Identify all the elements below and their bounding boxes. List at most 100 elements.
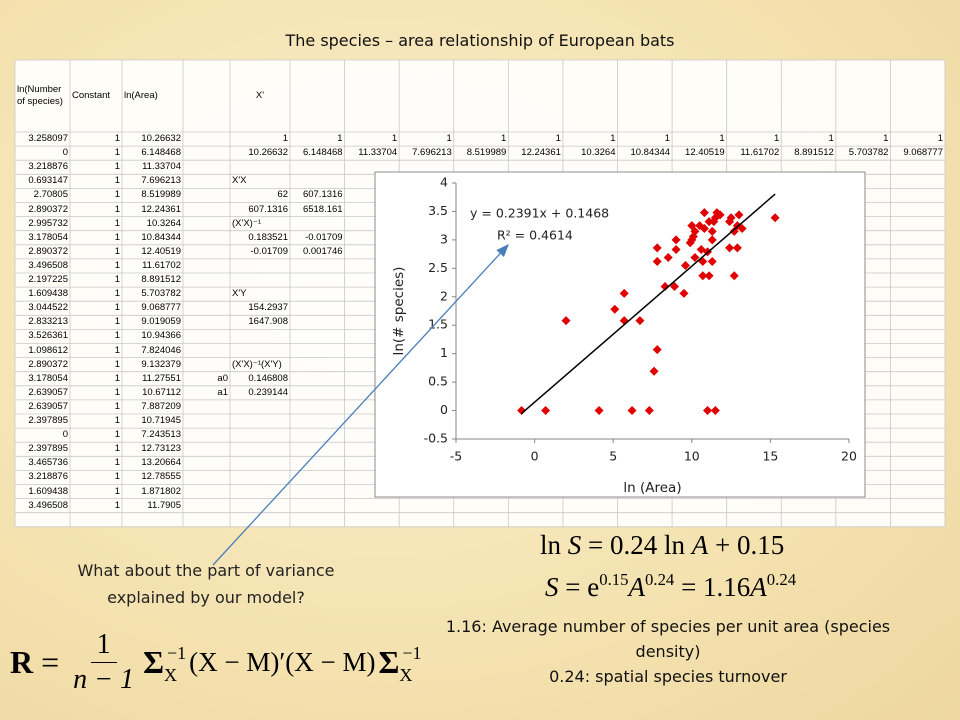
- point: [670, 282, 680, 292]
- cell: 62: [277, 189, 288, 201]
- cell: 1: [828, 133, 834, 144]
- eq-part: = e: [565, 571, 600, 602]
- cell: 1: [114, 302, 120, 314]
- cell: 10.26632: [141, 133, 181, 144]
- cell: 10.3264: [146, 217, 181, 229]
- cell: 1: [114, 259, 120, 271]
- cell: 9.132379: [141, 358, 181, 370]
- cell: 5.703782: [141, 288, 181, 300]
- point: [707, 226, 717, 236]
- cell: 13.20664: [141, 457, 181, 469]
- cell: 607.1316: [248, 203, 288, 215]
- cell: X'X: [232, 175, 247, 187]
- cell: 3.178054: [28, 231, 68, 243]
- cell: 607.1316: [302, 189, 343, 201]
- cell: 1: [114, 443, 120, 455]
- cell: 8.519989: [141, 189, 181, 201]
- point: [704, 271, 714, 281]
- cell: 0: [62, 147, 68, 159]
- cell: 10.3264: [581, 147, 616, 159]
- cell: 1: [114, 147, 120, 159]
- cell: 3.258097: [28, 133, 68, 144]
- point: [725, 243, 735, 253]
- cell: 3.465736: [28, 457, 68, 469]
- cell: 2.890372: [28, 203, 68, 215]
- eq-part: X: [399, 665, 413, 685]
- cell: 1: [114, 203, 120, 215]
- cell: (X'X)⁻¹(X'Y): [232, 358, 282, 370]
- cell: 11.61702: [740, 147, 780, 159]
- point: [707, 235, 717, 245]
- x-tick-label: 0: [531, 449, 539, 464]
- point: [635, 316, 645, 326]
- x-axis-label: ln (Area): [623, 480, 681, 496]
- point: [732, 243, 742, 253]
- cell: 1: [446, 133, 452, 144]
- cell: 1: [114, 330, 120, 342]
- eq-part: A: [750, 571, 767, 602]
- cell: 2.995732: [28, 217, 68, 229]
- trend-equation: y = 0.2391x + 0.1468: [470, 206, 609, 221]
- cell: -0.01709: [305, 231, 343, 243]
- point: [663, 253, 673, 263]
- fraction: 1 n − 1: [73, 628, 134, 697]
- cell: 0.239144: [248, 386, 288, 398]
- point: [704, 217, 714, 227]
- point: [715, 210, 725, 220]
- cell: 11.27551: [142, 372, 181, 384]
- cell: 1.871802: [141, 485, 181, 497]
- cell: 1: [114, 189, 120, 201]
- eq-part: −1: [402, 643, 422, 663]
- header-cell: ln(Area): [124, 90, 158, 101]
- equation-log: ln S = 0.24 ln A + 0.15: [540, 530, 784, 561]
- point: [610, 304, 620, 314]
- y-tick-label: -0.5: [424, 431, 448, 446]
- cell: 7.824046: [141, 344, 181, 356]
- note: 1.16: Average number of species per unit…: [445, 617, 891, 661]
- eq-part: 1: [90, 628, 117, 663]
- cell: 12.24361: [141, 203, 181, 215]
- cell: 1: [114, 231, 120, 243]
- cell: 1.609438: [28, 288, 68, 300]
- x-tick-label: 20: [841, 449, 857, 464]
- point: [679, 288, 689, 298]
- y-tick-label: 0: [440, 402, 448, 417]
- cell: 2.639057: [28, 400, 68, 412]
- cell: 1: [114, 344, 120, 356]
- eq-part: ln: [540, 530, 562, 560]
- point: [698, 271, 708, 281]
- cell: 11.7905: [147, 499, 181, 511]
- cell: 8.891512: [141, 274, 181, 285]
- y-tick-label: 2.5: [428, 260, 448, 275]
- cell: 9.019059: [141, 316, 181, 328]
- y-tick-label: 3.5: [428, 203, 448, 218]
- cell: 1647.908: [248, 316, 288, 328]
- cell: 12.40519: [685, 147, 725, 159]
- cell: a0: [217, 372, 228, 384]
- cell: 1: [114, 471, 120, 483]
- cell: 7.696213: [412, 147, 452, 159]
- note: 0.24: spatial species turnover: [549, 667, 787, 686]
- cell: 12.73123: [141, 443, 181, 455]
- eq-part: Σ: [378, 644, 400, 680]
- y-tick-label: 1.5: [428, 317, 448, 332]
- point: [561, 316, 571, 326]
- cell: 3.218876: [28, 161, 68, 173]
- cell: 1: [114, 415, 120, 426]
- cell: 12.24361: [521, 147, 561, 159]
- cell: 5.703782: [848, 147, 889, 159]
- cell: 10.84344: [141, 231, 181, 243]
- cell: 12.78555: [141, 471, 181, 483]
- cell: 1: [114, 457, 120, 469]
- point: [517, 406, 527, 416]
- cell: 3.178054: [28, 372, 68, 384]
- x-tick-label: 5: [609, 449, 617, 464]
- cell: 1: [114, 245, 120, 257]
- cell: 0.146808: [248, 372, 288, 384]
- cell: (X'X)⁻¹: [232, 217, 261, 229]
- cell: 1.098612: [28, 344, 68, 356]
- notes: 1.16: Average number of species per unit…: [420, 614, 916, 689]
- cell: 1: [391, 133, 398, 144]
- eq-part: X: [163, 665, 177, 685]
